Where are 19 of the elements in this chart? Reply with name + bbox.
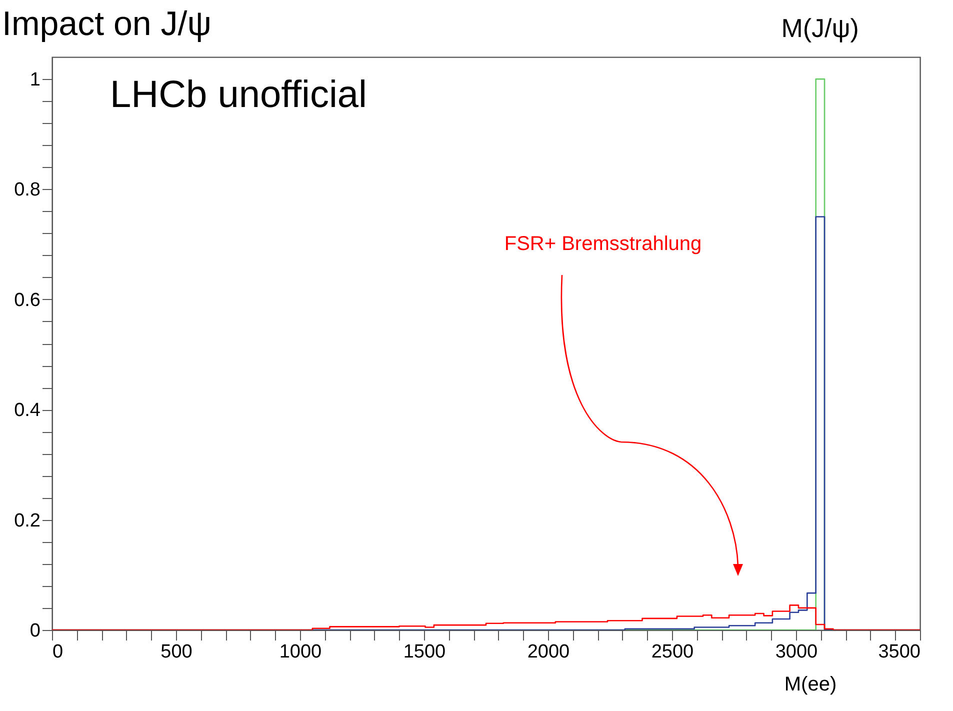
y-tick-label: 0.2 xyxy=(14,510,40,532)
y-tick-label: 0.8 xyxy=(14,180,40,201)
y-tick-label: 0 xyxy=(30,620,40,642)
y-tick-label: 0.6 xyxy=(14,290,40,311)
chart-title: Impact on J/ψ xyxy=(2,5,212,43)
x-tick-label: 0 xyxy=(52,642,64,662)
x-tick-label: 500 xyxy=(160,642,192,662)
x-tick-label: 1500 xyxy=(403,642,446,662)
x-tick-label: 1000 xyxy=(279,642,322,662)
x-tick-label: 2000 xyxy=(527,642,570,662)
annotation: FSR+ Bremsstrahlung xyxy=(504,233,702,255)
annotation: LHCb unofficial xyxy=(110,74,368,116)
annotation: M(J/ψ) xyxy=(781,13,859,44)
x-axis-title: M(ee) xyxy=(784,674,837,696)
y-tick-label: 1 xyxy=(30,70,40,91)
x-tick-label: 2500 xyxy=(651,642,694,662)
x-tick-label: 3000 xyxy=(775,642,818,662)
x-tick-label: 3500 xyxy=(878,642,920,662)
y-tick-label: 0.4 xyxy=(14,400,41,422)
